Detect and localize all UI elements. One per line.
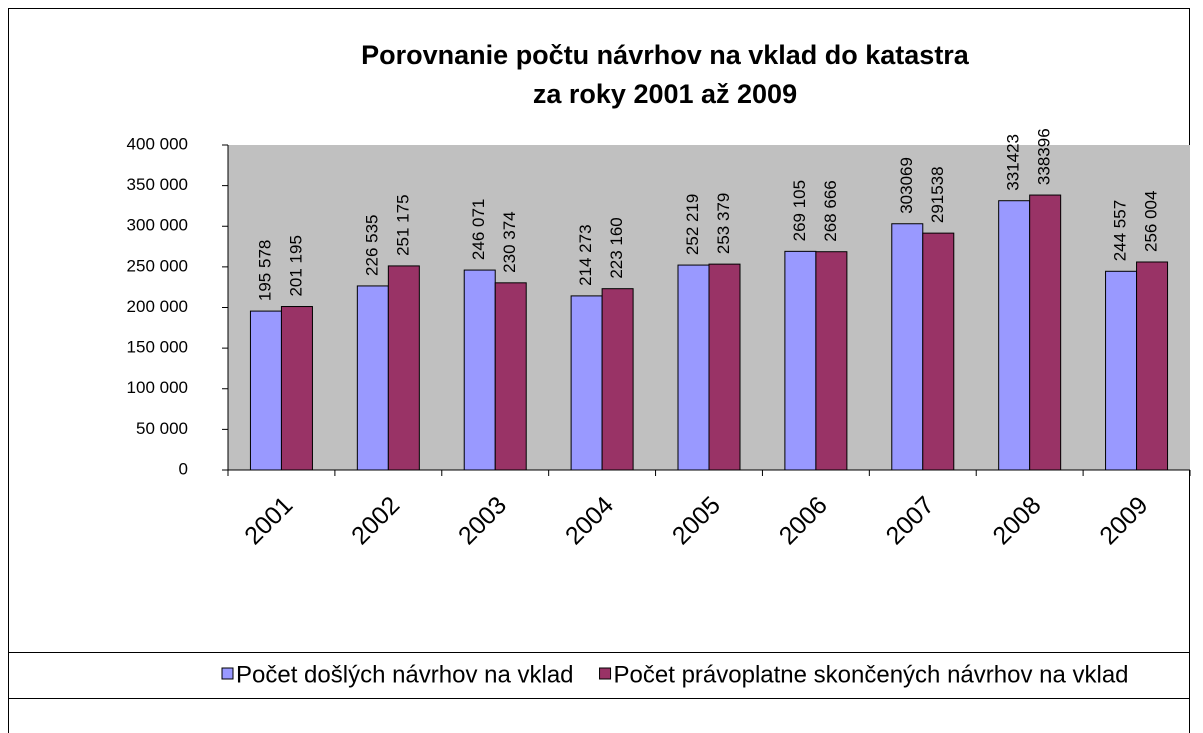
y-tick-label: 50 000 bbox=[136, 419, 188, 438]
y-tick-label: 150 000 bbox=[127, 338, 188, 357]
bar bbox=[249, 310, 282, 471]
bar bbox=[601, 288, 634, 471]
data-label: 338396 bbox=[1035, 128, 1054, 185]
y-tick-label: 350 000 bbox=[127, 175, 188, 194]
data-label: 251 175 bbox=[393, 194, 412, 255]
bar bbox=[922, 232, 955, 471]
bar bbox=[998, 200, 1031, 471]
bar bbox=[463, 269, 496, 471]
data-label: 201 195 bbox=[286, 235, 305, 296]
bar bbox=[387, 265, 420, 471]
bar bbox=[356, 285, 389, 471]
data-label: 246 071 bbox=[469, 199, 488, 260]
bar bbox=[570, 295, 603, 471]
y-tick-label: 200 000 bbox=[127, 297, 188, 316]
y-tick-label: 250 000 bbox=[127, 256, 188, 275]
data-label: 223 160 bbox=[607, 217, 626, 278]
legend-swatch bbox=[221, 667, 234, 680]
chart-title: Porovnanie počtu návrhov na vklad do kat… bbox=[361, 40, 970, 70]
data-label: 230 374 bbox=[500, 211, 519, 272]
data-label: 195 578 bbox=[255, 240, 274, 301]
data-label: 303069 bbox=[897, 157, 916, 214]
data-label: 256 004 bbox=[1142, 191, 1161, 252]
bar bbox=[708, 263, 741, 471]
legend-box bbox=[8, 652, 1190, 699]
data-label: 291538 bbox=[928, 166, 947, 223]
data-label: 331423 bbox=[1004, 134, 1023, 191]
y-tick-label: 300 000 bbox=[127, 216, 188, 235]
bar bbox=[891, 223, 924, 471]
bar bbox=[815, 251, 848, 471]
bar bbox=[1029, 194, 1062, 471]
bar bbox=[494, 282, 527, 471]
legend-swatch bbox=[599, 667, 612, 680]
data-label: 226 535 bbox=[362, 214, 381, 275]
data-label: 244 557 bbox=[1111, 200, 1130, 261]
bar bbox=[784, 250, 817, 471]
y-tick-label: 400 000 bbox=[127, 134, 188, 153]
data-label: 214 273 bbox=[576, 224, 595, 285]
bar bbox=[1136, 261, 1169, 471]
data-label: 253 379 bbox=[714, 193, 733, 254]
bar bbox=[1105, 270, 1138, 471]
data-label: 268 666 bbox=[821, 180, 840, 241]
chart-title: za roky 2001 až 2009 bbox=[533, 79, 797, 109]
y-tick-label: 0 bbox=[179, 459, 188, 478]
legend-label: Počet právoplatne skončených návrhov na … bbox=[614, 661, 1129, 688]
legend-label: Počet došlých návrhov na vklad bbox=[236, 661, 574, 688]
y-tick-label: 100 000 bbox=[127, 378, 188, 397]
data-label: 252 219 bbox=[683, 194, 702, 255]
data-label: 269 105 bbox=[790, 180, 809, 241]
bar bbox=[677, 264, 710, 471]
bar bbox=[280, 306, 313, 471]
